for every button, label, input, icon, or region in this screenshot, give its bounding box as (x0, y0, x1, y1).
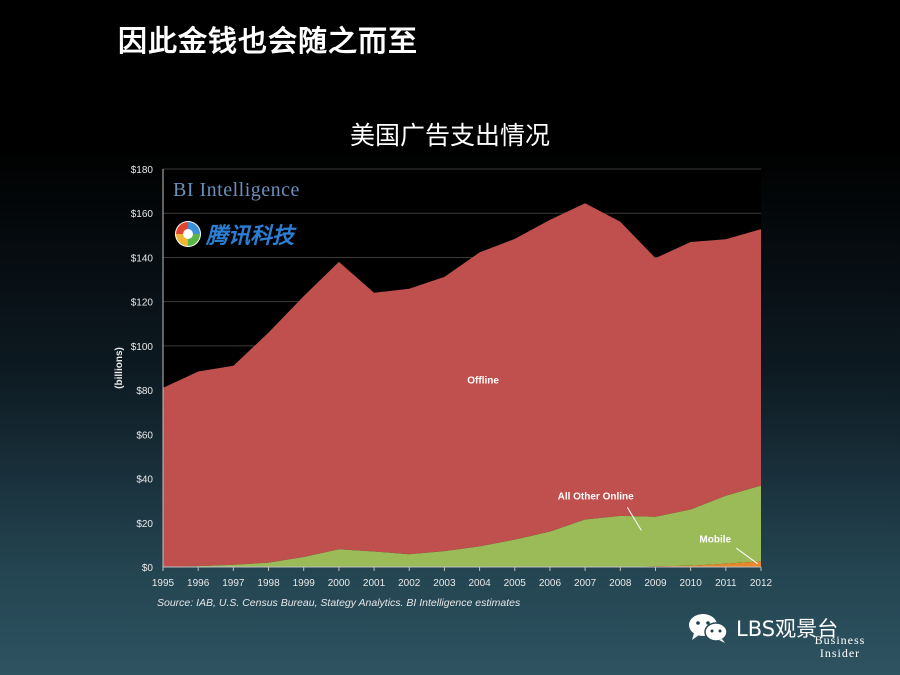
x-tick-label: 1995 (152, 578, 175, 589)
x-tick-label: 2009 (644, 578, 667, 589)
annotation-mobile: Mobile (699, 535, 731, 546)
y-tick-label: $40 (136, 475, 153, 486)
tencent-logo-icon (175, 221, 201, 247)
bi-intelligence-logo: BI Intelligence (173, 179, 300, 201)
y-tick-label: $180 (131, 165, 154, 176)
y-tick-label: $80 (136, 386, 153, 397)
slide-title: 因此金钱也会随之而至 (118, 24, 419, 58)
x-tick-label: 2010 (680, 578, 703, 589)
annotation-offline: Offline (467, 375, 499, 386)
y-tick-label: $100 (131, 342, 154, 353)
y-tick-label: $0 (142, 563, 154, 574)
wechat-watermark: LBS观景台 (686, 612, 838, 644)
x-tick-label: 2008 (609, 578, 632, 589)
tencent-tech-watermark: 腾讯科技 (173, 218, 294, 250)
business-insider-logo: Business Insider (800, 634, 880, 660)
y-tick-label: $120 (131, 298, 154, 309)
x-tick-label: 1998 (257, 578, 280, 589)
x-tick-label: 2004 (468, 578, 491, 589)
y-tick-label: $140 (131, 253, 154, 264)
x-tick-label: 1999 (293, 578, 316, 589)
area-offline (163, 203, 761, 568)
x-tick-label: 1996 (187, 578, 210, 589)
y-tick-label: $20 (136, 519, 153, 530)
x-tick-label: 2003 (433, 578, 456, 589)
x-tick-label: 2001 (363, 578, 386, 589)
wechat-icon (689, 614, 728, 643)
x-tick-label: 2006 (539, 578, 562, 589)
y-axis-label: (billions) (114, 347, 125, 389)
x-tick-label: 1997 (222, 578, 245, 589)
source-note: Source: IAB, U.S. Census Bureau, Stategy… (157, 597, 521, 609)
area-all-other-online (163, 485, 761, 567)
y-tick-label: $60 (136, 430, 153, 441)
area-mobile (163, 561, 761, 567)
wechat-account-name: LBS观景台 (736, 617, 839, 641)
y-tick-label: $160 (131, 209, 154, 220)
annotation-leader (626, 507, 642, 531)
x-tick-label: 2005 (504, 578, 527, 589)
x-tick-label: 2011 (715, 578, 737, 589)
annotation-leader (736, 547, 758, 565)
x-tick-label: 2000 (328, 578, 351, 589)
chart-title: 美国广告支出情况 (349, 121, 550, 150)
x-tick-label: 2007 (574, 578, 597, 589)
x-tick-label: 2002 (398, 578, 421, 589)
x-tick-label: 2012 (750, 578, 773, 589)
annotation-all-other-online: All Other Online (558, 492, 635, 503)
tencent-watermark-text: 腾讯科技 (206, 224, 295, 249)
business-insider-logo-text: Business Insider (814, 633, 866, 660)
